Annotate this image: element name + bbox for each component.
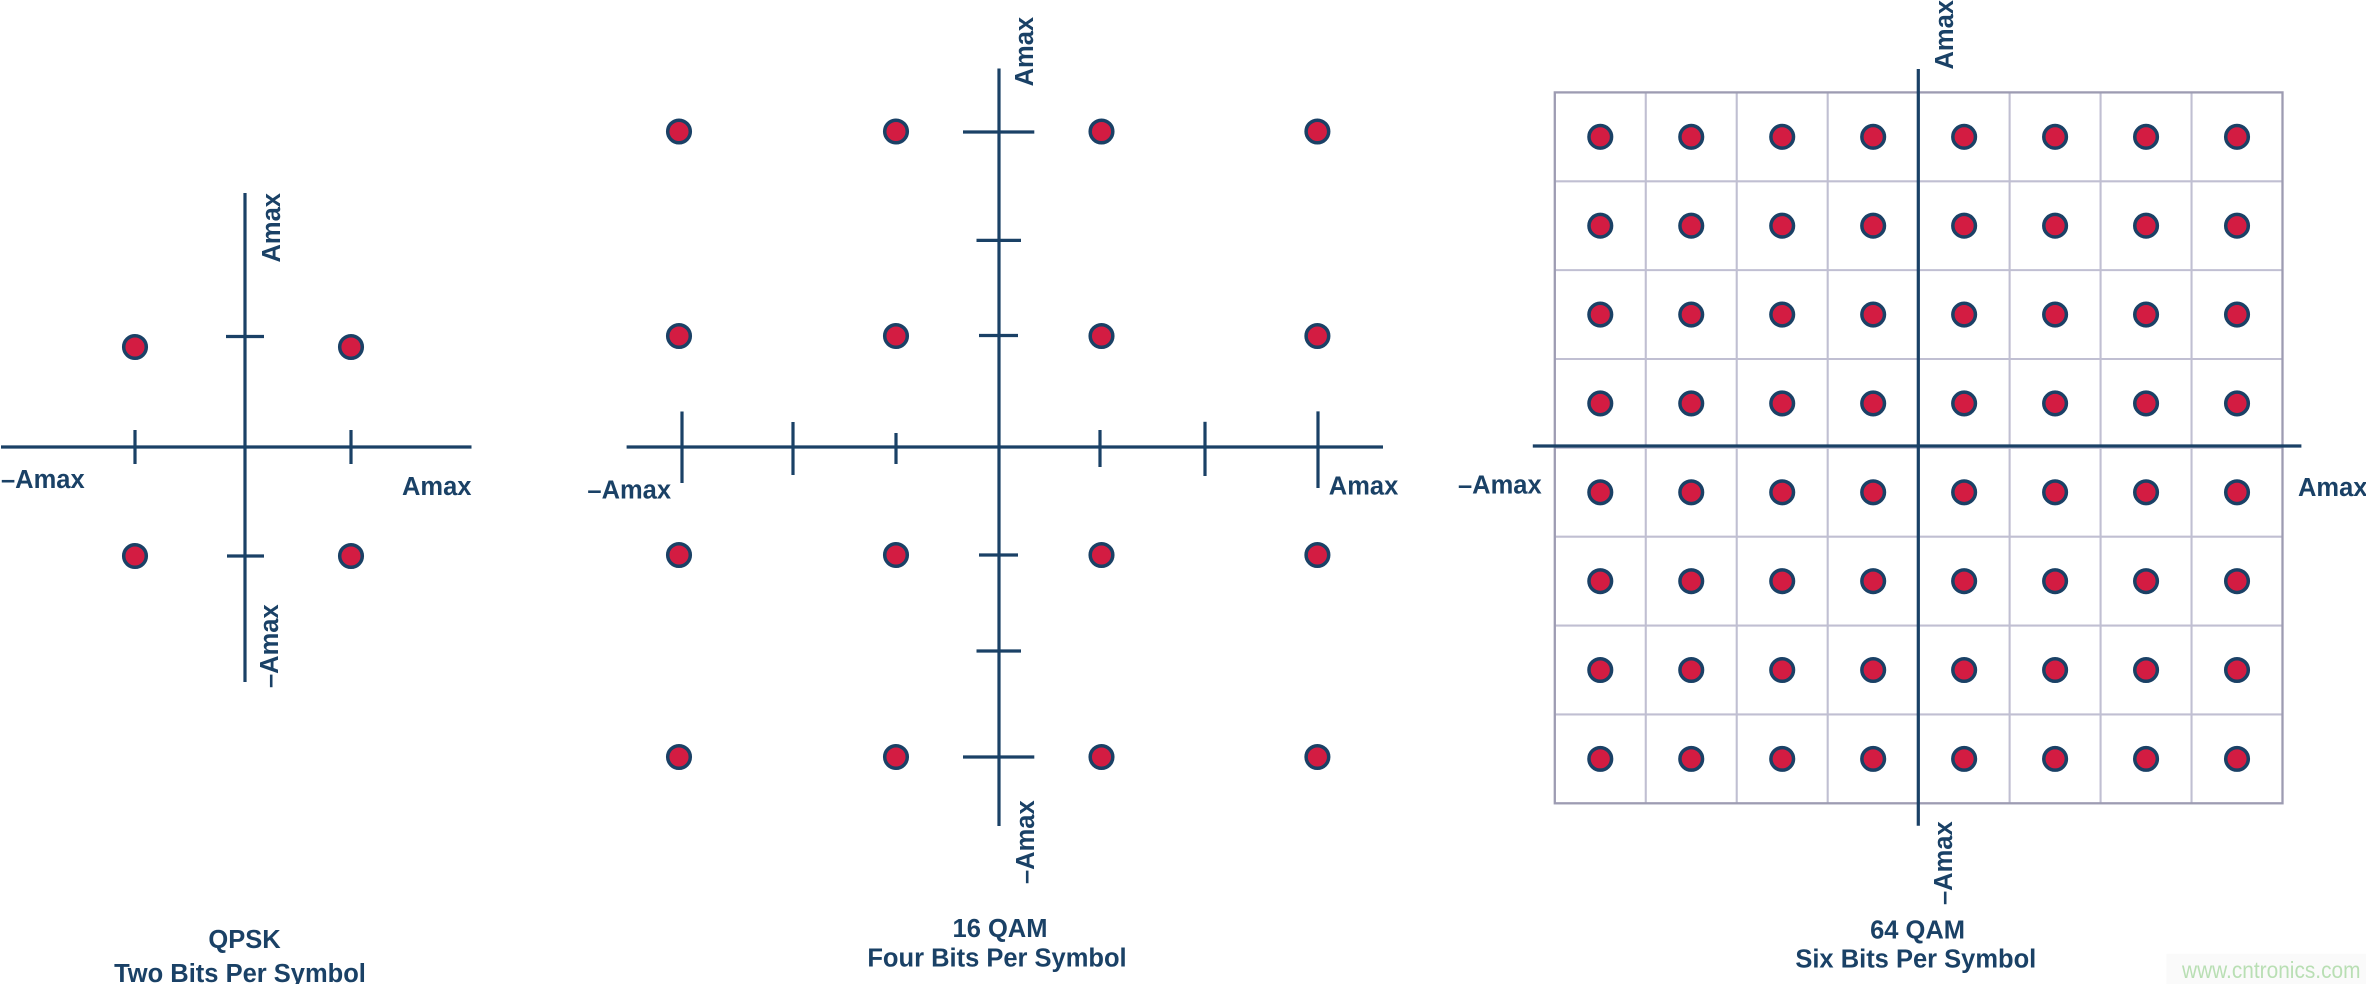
svg-text:–Amax: –Amax [1458, 472, 1542, 500]
svg-text:Amax: Amax [402, 473, 471, 501]
svg-text:Six Bits Per Symbol: Six Bits Per Symbol [1795, 946, 2036, 974]
svg-text:Two Bits Per Symbol: Two Bits Per Symbol [114, 960, 366, 984]
svg-text:Amax: Amax [1329, 473, 1398, 501]
svg-text:16 QAM: 16 QAM [953, 915, 1048, 943]
svg-text:Amax: Amax [258, 193, 286, 262]
svg-text:Four Bits Per Symbol: Four Bits Per Symbol [867, 945, 1126, 973]
svg-text:Amax: Amax [1011, 17, 1039, 86]
svg-text:–Amax: –Amax [587, 476, 671, 504]
svg-text:–Amax: –Amax [256, 604, 284, 688]
svg-text:64 QAM: 64 QAM [1870, 917, 1965, 945]
svg-text:Amax: Amax [2298, 474, 2366, 502]
svg-text:–Amax: –Amax [1012, 800, 1040, 884]
svg-text:QPSK: QPSK [208, 926, 281, 954]
svg-text:Amax: Amax [1931, 0, 1959, 69]
svg-text:–Amax: –Amax [1, 466, 85, 494]
svg-text:–Amax: –Amax [1930, 821, 1958, 905]
svg-text:www.cntronics.com: www.cntronics.com [2181, 957, 2360, 983]
